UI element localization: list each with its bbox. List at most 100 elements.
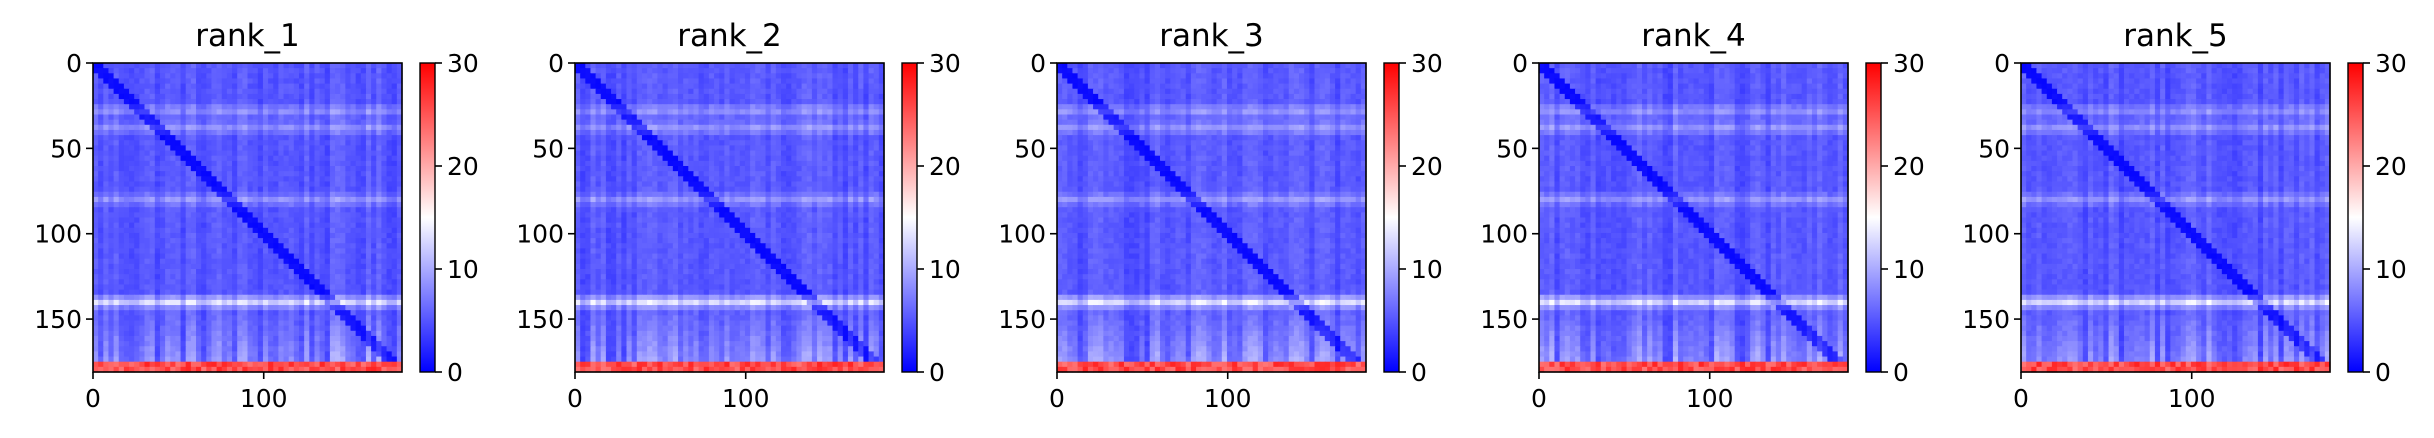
heatmap-cell bbox=[801, 176, 808, 183]
heatmap-cell bbox=[386, 258, 393, 265]
heatmap-cell bbox=[626, 93, 633, 100]
heatmap-cell bbox=[309, 294, 316, 301]
heatmap-cell bbox=[381, 315, 388, 322]
heatmap-cell bbox=[340, 335, 346, 342]
heatmap-cell bbox=[159, 222, 166, 229]
heatmap-cell bbox=[744, 129, 751, 136]
heatmap-cell bbox=[590, 83, 597, 90]
heatmap-cell bbox=[257, 99, 264, 105]
heatmap-cell bbox=[278, 109, 285, 116]
heatmap-cell bbox=[386, 310, 393, 316]
heatmap-cell bbox=[863, 150, 870, 157]
heatmap-cell bbox=[678, 78, 684, 85]
heatmap-cell bbox=[304, 83, 310, 90]
heatmap-cell bbox=[842, 171, 849, 177]
heatmap-cell bbox=[262, 124, 269, 131]
heatmap-cell bbox=[257, 366, 264, 373]
heatmap-cell bbox=[237, 109, 243, 116]
heatmap-cell bbox=[134, 140, 140, 146]
heatmap-cell bbox=[211, 356, 218, 363]
heatmap-cell bbox=[237, 63, 243, 69]
heatmap-cell bbox=[206, 366, 213, 373]
heatmap-cell bbox=[335, 346, 341, 352]
heatmap-cell bbox=[190, 227, 197, 234]
heatmap-cell bbox=[335, 166, 341, 172]
heatmap-cell bbox=[381, 263, 388, 270]
heatmap-cell bbox=[103, 124, 110, 131]
heatmap-cell bbox=[386, 305, 393, 311]
heatmap-cell bbox=[201, 140, 207, 146]
heatmap-cell bbox=[765, 83, 772, 90]
heatmap-cell bbox=[340, 243, 346, 249]
heatmap-cell bbox=[350, 83, 357, 90]
heatmap-cell bbox=[590, 73, 597, 80]
heatmap-cell bbox=[139, 155, 146, 162]
heatmap-cell bbox=[386, 78, 393, 85]
heatmap-cell bbox=[232, 129, 238, 136]
heatmap-cell bbox=[247, 227, 254, 234]
heatmap-cell bbox=[391, 104, 398, 110]
heatmap-cell bbox=[216, 232, 223, 239]
heatmap-cell bbox=[724, 150, 731, 157]
heatmap-cell bbox=[335, 289, 341, 296]
heatmap-cell bbox=[144, 320, 151, 327]
heatmap-cell bbox=[314, 274, 321, 280]
heatmap-cell bbox=[211, 207, 218, 213]
heatmap-cell bbox=[257, 310, 264, 316]
heatmap-cell bbox=[129, 263, 135, 270]
heatmap-cell bbox=[288, 196, 295, 203]
heatmap-cell bbox=[165, 351, 171, 358]
heatmap-cell bbox=[118, 279, 125, 286]
heatmap-cell bbox=[662, 145, 669, 152]
heatmap-cell bbox=[226, 212, 233, 219]
heatmap-cell bbox=[93, 140, 99, 146]
heatmap-cell bbox=[386, 217, 393, 224]
heatmap-cell bbox=[242, 325, 249, 332]
heatmap-cell bbox=[580, 140, 586, 146]
heatmap-cell bbox=[196, 238, 202, 244]
heatmap-cell bbox=[672, 93, 679, 100]
heatmap-cell bbox=[605, 129, 612, 136]
heatmap-cell bbox=[149, 119, 156, 126]
heatmap-cell bbox=[314, 73, 321, 80]
heatmap-cell bbox=[376, 248, 382, 255]
heatmap-cell bbox=[154, 269, 161, 275]
heatmap-cell bbox=[232, 124, 238, 131]
heatmap-cell bbox=[175, 119, 182, 126]
heatmap-cell bbox=[242, 274, 249, 280]
heatmap-cell bbox=[580, 109, 586, 116]
heatmap-cell bbox=[837, 109, 844, 116]
heatmap-cell bbox=[206, 315, 213, 322]
heatmap-cell bbox=[262, 196, 269, 203]
heatmap-cell bbox=[381, 129, 388, 136]
heatmap-cell bbox=[827, 150, 834, 157]
heatmap-cell bbox=[590, 129, 597, 136]
heatmap-cell bbox=[641, 119, 648, 126]
heatmap-cell bbox=[185, 253, 192, 260]
heatmap-cell bbox=[154, 150, 161, 157]
heatmap-cell bbox=[765, 119, 772, 126]
heatmap-cell bbox=[139, 222, 146, 229]
heatmap-cell bbox=[170, 140, 176, 146]
heatmap-cell bbox=[299, 83, 305, 90]
heatmap-cell bbox=[304, 294, 310, 301]
heatmap-cell bbox=[304, 135, 310, 141]
heatmap-cell bbox=[165, 263, 171, 270]
heatmap-cell bbox=[580, 93, 586, 100]
heatmap-cell bbox=[371, 232, 377, 239]
heatmap-cell bbox=[268, 274, 274, 280]
heatmap-cell bbox=[863, 160, 870, 167]
heatmap-cell bbox=[180, 305, 187, 311]
heatmap-cell bbox=[190, 145, 197, 152]
heatmap-cell bbox=[257, 243, 264, 249]
heatmap-cell bbox=[853, 83, 859, 90]
heatmap-cell bbox=[252, 299, 259, 306]
heatmap-cell bbox=[636, 155, 643, 162]
heatmap-cell bbox=[262, 78, 269, 85]
heatmap-cell bbox=[268, 166, 274, 172]
heatmap-cell bbox=[391, 315, 398, 322]
heatmap-cell bbox=[211, 145, 218, 152]
heatmap-cell bbox=[381, 212, 388, 219]
heatmap-cell bbox=[103, 150, 110, 157]
heatmap-cell bbox=[129, 274, 135, 280]
